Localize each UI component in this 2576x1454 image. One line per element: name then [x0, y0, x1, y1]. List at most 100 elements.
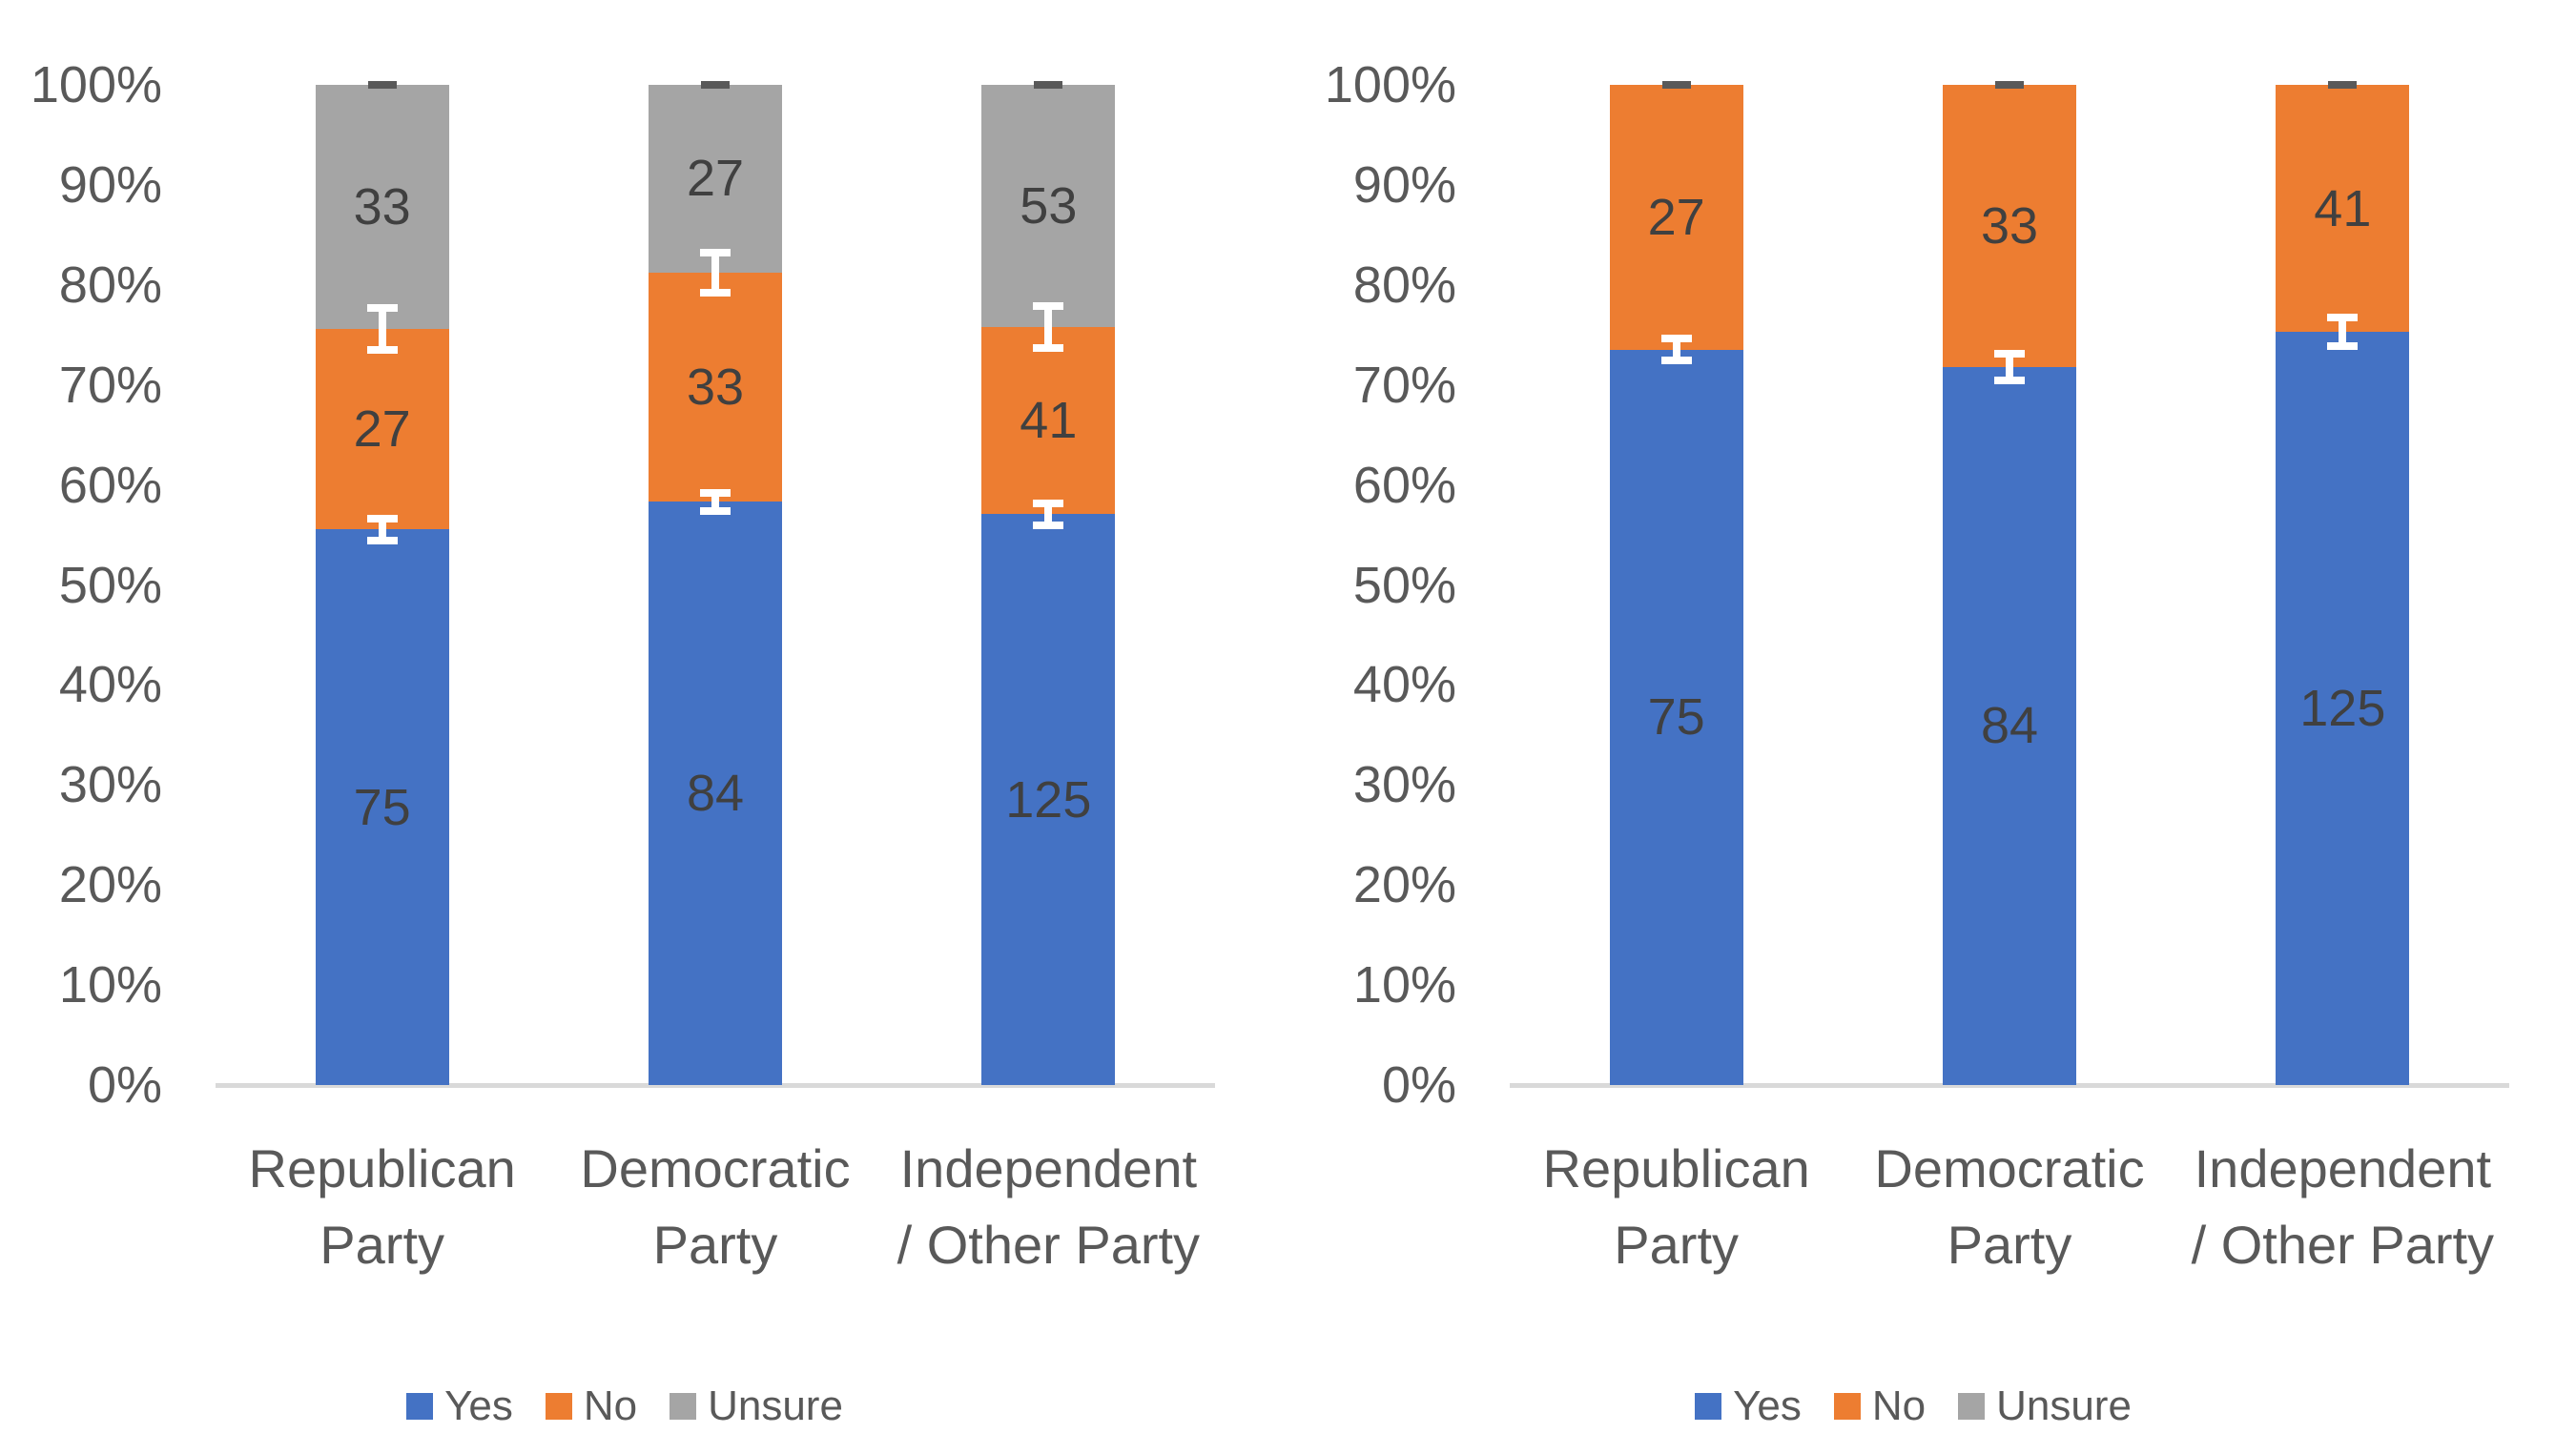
bar-segment-unsure: [981, 85, 1116, 327]
category-label-line: Republican: [1542, 1138, 1810, 1198]
error-bar-top-cap: [367, 81, 397, 89]
data-label: 84: [686, 765, 745, 823]
y-axis-tick-label: 30%: [58, 756, 162, 814]
y-axis-tick-label: 30%: [1352, 756, 1456, 814]
y-axis-tick-label: 100%: [1324, 56, 1456, 113]
y-axis-tick-label: 20%: [1352, 856, 1456, 914]
error-bar-top-cap: [701, 81, 730, 89]
error-bar-cap-bottom: [366, 346, 398, 355]
legend-swatch-no: [545, 1393, 572, 1420]
y-axis-tick-label: 50%: [1352, 556, 1456, 614]
legend-label: Yes: [444, 1382, 513, 1429]
x-axis-line: [216, 1083, 1215, 1088]
legend-entry-yes: Yes: [1695, 1384, 1802, 1428]
bar-segment-yes: [2276, 332, 2410, 1085]
error-bar-cap-top: [1660, 335, 1692, 343]
data-label: 27: [686, 150, 745, 208]
error-bar-top-cap: [1995, 81, 2024, 89]
legend-label: No: [583, 1382, 638, 1429]
error-bar-cap-top: [700, 248, 731, 256]
bar-segment-yes: [1943, 366, 2076, 1085]
category-label-line: / Other Party: [2191, 1215, 2495, 1275]
data-label: 75: [353, 778, 411, 836]
legend-entry-unsure: Unsure: [670, 1384, 843, 1428]
error-bar-cap-bottom: [366, 536, 398, 544]
error-bar-cap-bottom: [1033, 343, 1064, 352]
error-bar-cap-top: [366, 514, 398, 522]
category-label: Republican Party: [134, 1131, 630, 1283]
data-label: 75: [1647, 688, 1705, 747]
y-axis-tick-label: 60%: [1352, 456, 1456, 514]
category-label: Democratic Party: [467, 1131, 963, 1283]
legend: Yes No Unsure: [0, 1384, 1249, 1428]
category-label-line: Democratic: [580, 1138, 851, 1198]
bar-segment-no: [315, 329, 449, 530]
legend-label: No: [1871, 1382, 1927, 1429]
y-axis-tick-label: 10%: [58, 956, 162, 1014]
y-axis-tick-label: 0%: [1381, 1056, 1456, 1114]
data-label: 27: [353, 400, 411, 459]
bar-segment-yes: [1609, 349, 1743, 1085]
y-axis-tick-label: 10%: [1352, 956, 1456, 1014]
error-bar-stroke: [1044, 305, 1053, 348]
error-bar-stroke: [2339, 317, 2347, 346]
y-axis-tick-label: 70%: [1352, 356, 1456, 414]
data-label: 41: [1020, 392, 1078, 450]
error-bar-cap-bottom: [700, 506, 731, 515]
data-label: 41: [2314, 179, 2372, 237]
error-bar-cap-top: [700, 488, 731, 497]
bar-segment-unsure: [649, 85, 782, 273]
y-axis-tick-label: 90%: [1352, 155, 1456, 214]
y-axis-tick-label: 80%: [1352, 256, 1456, 314]
error-bar-stroke: [2006, 354, 2013, 380]
category-label-line: / Other Party: [896, 1215, 1201, 1275]
legend-label: Unsure: [708, 1382, 843, 1429]
error-bar-cap-top: [1994, 350, 2025, 358]
bar-segment-yes: [315, 529, 449, 1085]
error-bar-cap-bottom: [700, 288, 731, 297]
bar-segment-yes: [981, 514, 1116, 1085]
y-axis-tick-label: 20%: [58, 856, 162, 914]
category-label: Democratic Party: [1762, 1131, 2257, 1283]
legend-swatch-yes: [406, 1393, 434, 1420]
legend-entry-no: No: [545, 1382, 638, 1429]
data-label: 53: [1020, 176, 1078, 235]
data-label: 125: [1005, 770, 1092, 829]
error-bar-cap-bottom: [2327, 341, 2359, 350]
legend-swatch-unsure: [1958, 1393, 1986, 1420]
error-bar-cap-top: [2327, 314, 2359, 322]
error-bar-stroke: [378, 518, 386, 541]
error-bar-stroke: [378, 308, 386, 351]
legend-swatch-no: [1833, 1393, 1861, 1420]
legend-entry-no: No: [1833, 1382, 1927, 1429]
y-axis-tick-label: 90%: [58, 155, 162, 214]
category-label-line: Party: [652, 1215, 778, 1275]
category-label-line: Party: [1947, 1215, 2072, 1275]
legend: Yes No Unsure: [1288, 1384, 2538, 1428]
category-label-line: Republican: [248, 1138, 516, 1198]
y-axis-tick-label: 70%: [58, 356, 162, 414]
legend-label: Yes: [1733, 1382, 1802, 1429]
bar-segment-yes: [649, 502, 782, 1085]
error-bar-cap-top: [366, 304, 398, 313]
bar-segment-no: [649, 272, 782, 502]
category-label-line: Independent: [2194, 1138, 2492, 1198]
bar-segment-no: [1609, 85, 1743, 350]
error-bar-top-cap: [1661, 81, 1691, 89]
error-bar-stroke: [1672, 338, 1680, 361]
data-label: 33: [353, 178, 411, 236]
legend-swatch-yes: [1695, 1393, 1722, 1420]
y-axis-tick-label: 60%: [58, 456, 162, 514]
error-bar-cap-top: [1033, 499, 1064, 507]
bar-segment-no: [1943, 85, 2076, 367]
category-label-line: Independent: [899, 1138, 1198, 1198]
category-label-line: Party: [319, 1215, 444, 1275]
data-label: 27: [1647, 188, 1705, 246]
category-label-line: Democratic: [1874, 1138, 2145, 1198]
y-axis-tick-label: 40%: [1352, 656, 1456, 714]
y-axis-tick-label: 80%: [58, 256, 162, 314]
legend-label: Unsure: [1996, 1382, 2132, 1429]
category-label: Republican Party: [1429, 1131, 1925, 1283]
legend-entry-yes: Yes: [406, 1384, 513, 1428]
data-label: 33: [1980, 196, 2039, 255]
